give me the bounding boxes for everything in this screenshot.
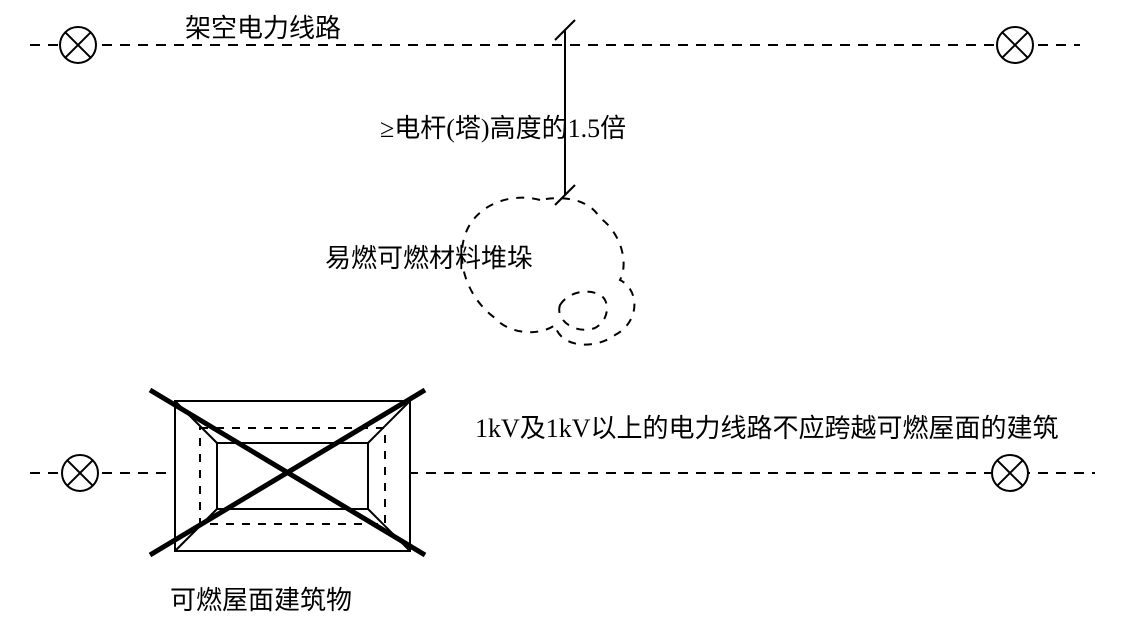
label-distance-note: ≥电杆(塔)高度的1.5倍 xyxy=(380,108,626,145)
material-pile-inner xyxy=(559,292,607,330)
diagram-svg xyxy=(0,0,1135,641)
diagram-canvas: 架空电力线路 ≥电杆(塔)高度的1.5倍 易燃可燃材料堆垛 1kV及1kV以上的… xyxy=(0,0,1135,641)
label-building: 可燃屋面建筑物 xyxy=(170,580,352,617)
label-crossing-rule: 1kV及1kV以上的电力线路不应跨越可燃屋面的建筑 xyxy=(475,408,1059,445)
label-material-pile: 易燃可燃材料堆垛 xyxy=(325,238,533,275)
label-overhead-line: 架空电力线路 xyxy=(185,8,341,45)
